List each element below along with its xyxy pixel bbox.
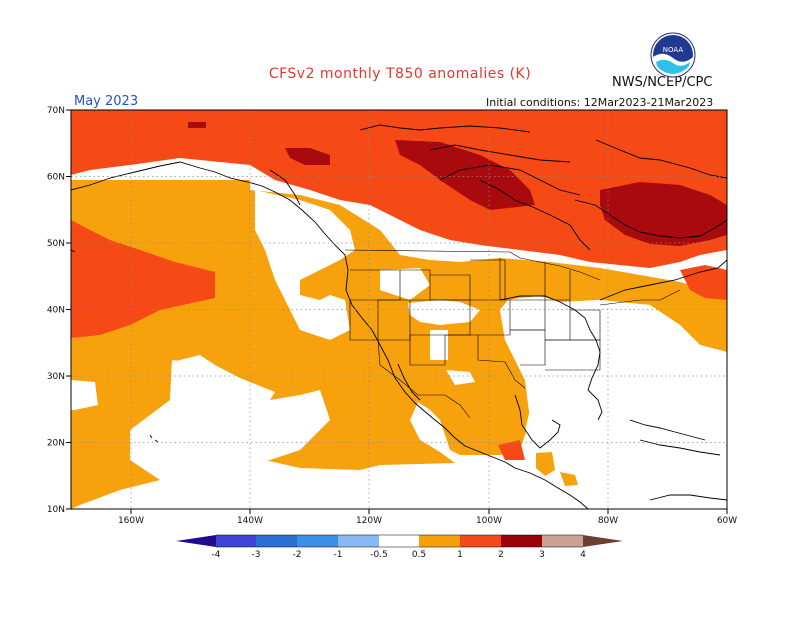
lon-label-60w: 60W — [717, 516, 737, 526]
colorbar-arrow-high — [583, 535, 623, 547]
colorbar-swatch — [379, 535, 419, 547]
colorbar-label: -3 — [252, 550, 261, 560]
lat-label-50n: 50N — [47, 239, 65, 249]
graticule — [71, 110, 727, 509]
colorbar-label: 2 — [498, 550, 504, 560]
organization-label: NWS/NCEP/CPC — [612, 75, 713, 90]
lat-label-20n: 20N — [47, 439, 65, 449]
noaa-logo: NOAA — [650, 32, 696, 78]
colorbar-swatch — [460, 535, 501, 547]
lon-label-160w: 160W — [118, 516, 144, 526]
colorbar-swatch — [501, 535, 542, 547]
colorbar-label: 3 — [539, 550, 545, 560]
colorbar-swatch — [297, 535, 338, 547]
lat-label-60n: 60N — [47, 173, 65, 183]
colorbar — [176, 534, 623, 548]
colorbar-swatch — [256, 535, 297, 547]
lon-label-80w: 80W — [598, 516, 618, 526]
colorbar-label: -1 — [334, 550, 343, 560]
anomaly-field — [71, 110, 727, 509]
lat-label-10n: 10N — [47, 505, 65, 515]
colorbar-label: -4 — [212, 550, 221, 560]
political-borders — [344, 249, 681, 419]
map-title: CFSv2 monthly T850 anomalies (K) — [268, 66, 532, 82]
colorbar-swatch — [419, 535, 460, 547]
lon-label-100w: 100W — [476, 516, 502, 526]
coastlines — [71, 124, 727, 509]
colorbar-label: 0.5 — [412, 550, 426, 560]
lon-label-120w: 120W — [356, 516, 382, 526]
colorbar-swatch — [542, 535, 583, 547]
lat-label-70n: 70N — [47, 106, 65, 116]
logo-text: NOAA — [663, 46, 684, 54]
axis-ticks — [66, 109, 728, 514]
lat-label-30n: 30N — [47, 372, 65, 382]
valid-month-label: May 2023 — [74, 94, 139, 109]
colorbar-label: -2 — [293, 550, 302, 560]
colorbar-swatch — [338, 535, 379, 547]
colorbar-label: -0.5 — [370, 550, 388, 560]
colorbar-swatch — [216, 535, 256, 547]
lon-label-140w: 140W — [237, 516, 263, 526]
initial-conditions-label: Initial conditions: 12Mar2023-21Mar2023 — [486, 96, 714, 109]
colorbar-arrow-low — [176, 535, 216, 547]
lat-label-40n: 40N — [47, 306, 65, 316]
colorbar-label: 1 — [457, 550, 463, 560]
colorbar-label: 4 — [580, 550, 586, 560]
